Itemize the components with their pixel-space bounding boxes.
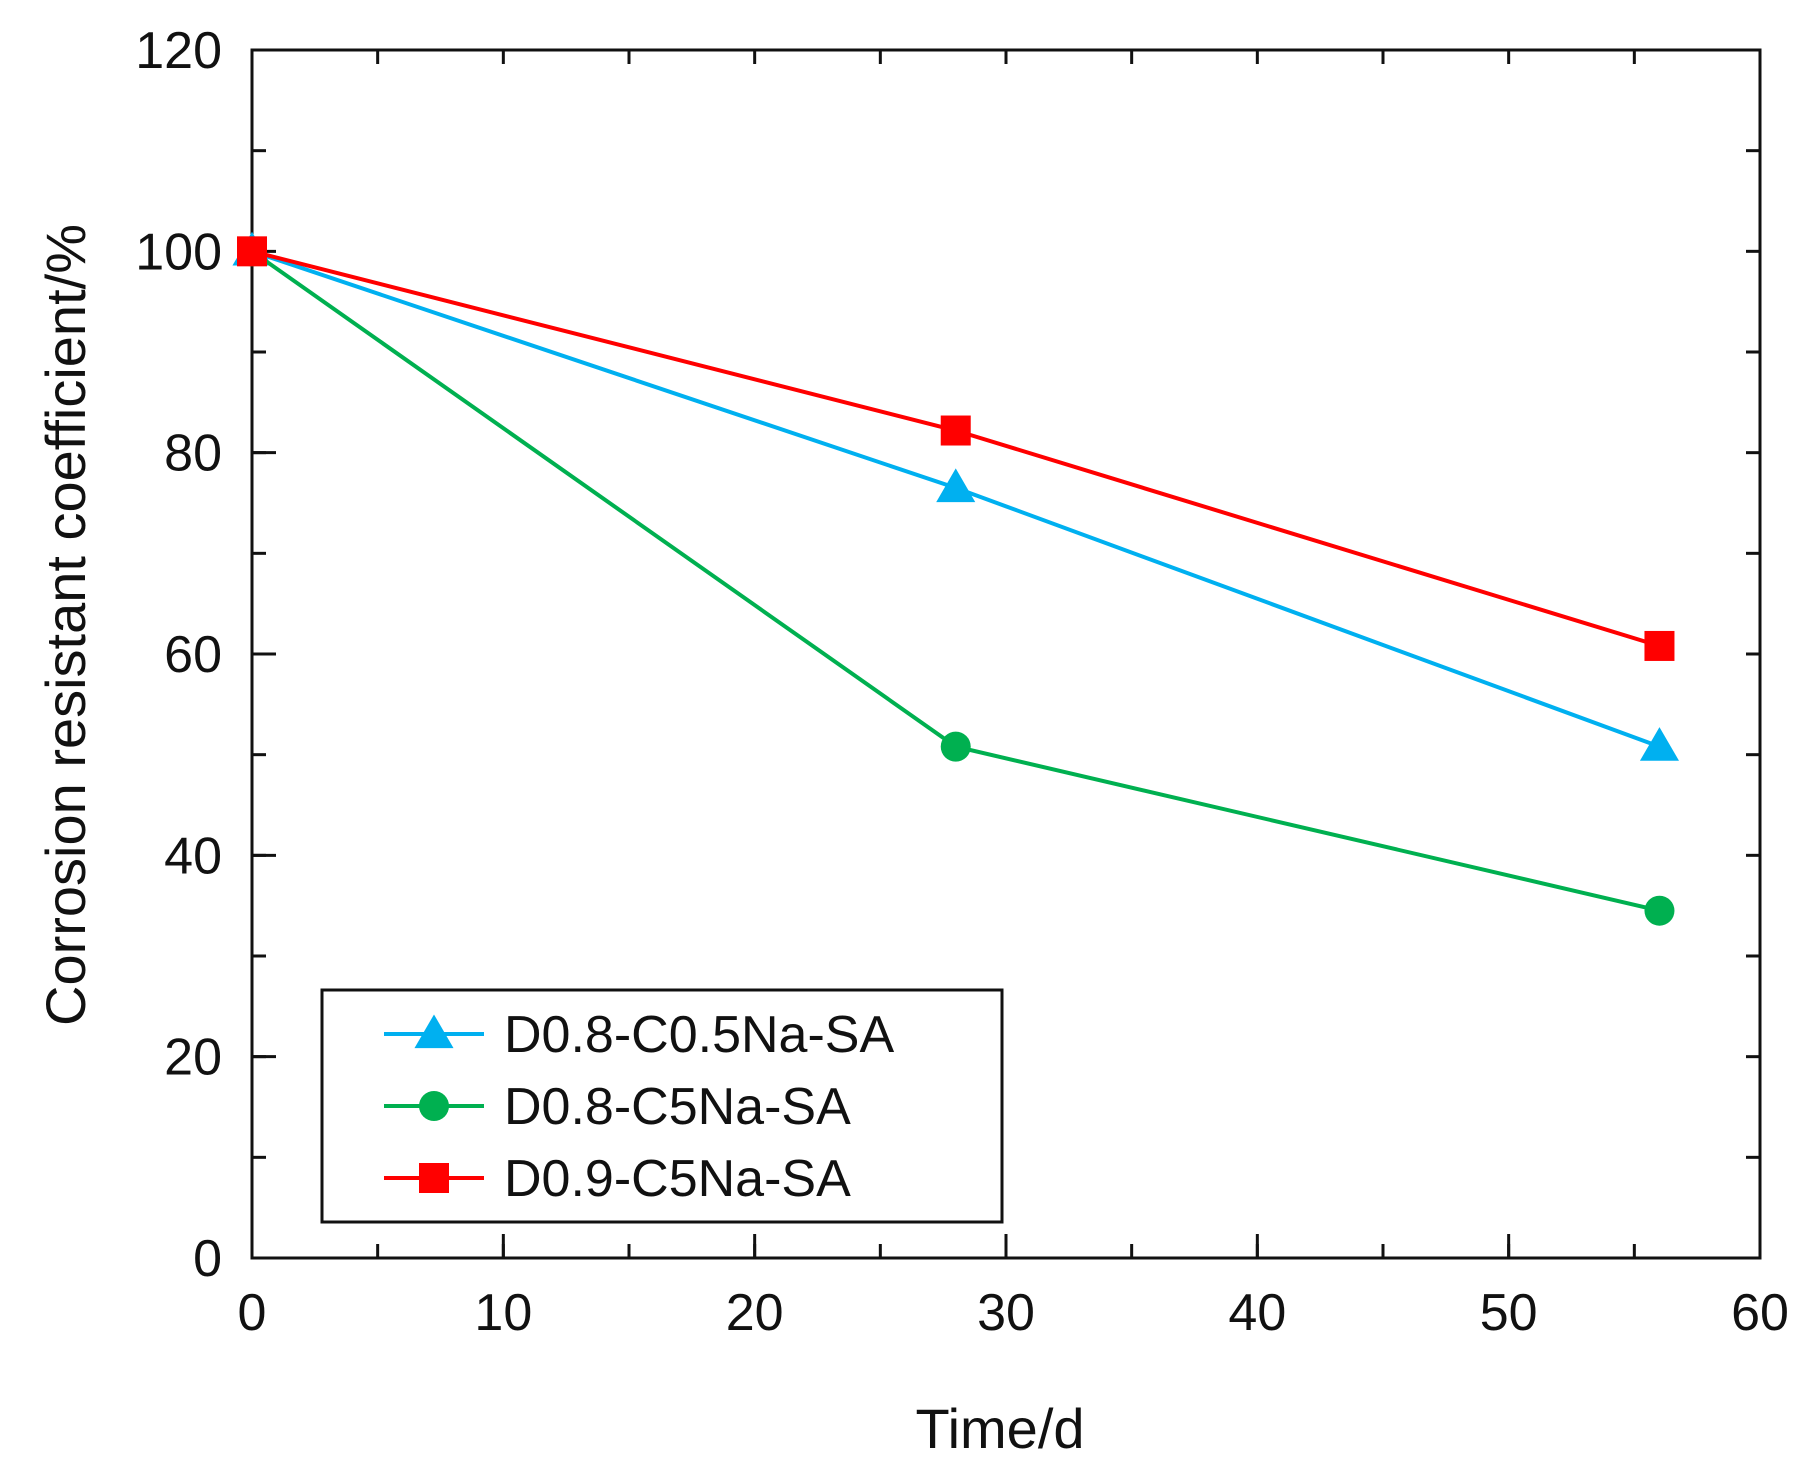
y-tick-label: 0 [193, 1230, 222, 1288]
data-point [1644, 630, 1675, 661]
legend-entry: D0.8-C0.5Na-SA [384, 1006, 894, 1064]
series-triangle [232, 231, 1679, 761]
y-tick-label: 120 [135, 22, 222, 80]
data-point [1644, 895, 1675, 926]
y-tick-label: 60 [164, 626, 222, 684]
x-tick-label: 30 [977, 1284, 1035, 1342]
x-tick-label: 0 [238, 1284, 267, 1342]
legend-marker [414, 1014, 454, 1049]
y-tick-label: 40 [164, 827, 222, 885]
legend-marker [419, 1091, 449, 1121]
y-tick-label: 80 [164, 425, 222, 483]
legend-entry: D0.8-C5Na-SA [384, 1078, 851, 1136]
legend: D0.8-C0.5Na-SA D0.8-C5Na-SA D0.9-C5Na-SA [320, 988, 1004, 1224]
x-tick-label: 60 [1731, 1284, 1789, 1342]
y-tick-label: 20 [164, 1029, 222, 1087]
x-tick-label: 10 [474, 1284, 532, 1342]
y-axis-title: Corrosion resistant coefficient/% [34, 224, 97, 1026]
data-point [1639, 727, 1679, 761]
series-circle [237, 236, 1675, 926]
axes: 0 10 20 30 40 50 60 0 20 40 60 80 100 120 [135, 22, 1789, 1342]
series-square [237, 236, 1675, 661]
x-axis-title: Time/d [915, 1397, 1084, 1460]
legend-marker [419, 1163, 449, 1193]
legend-label: D0.9-C5Na-SA [504, 1150, 851, 1208]
x-tick-label: 20 [726, 1284, 784, 1342]
series-line [251, 249, 1661, 648]
legend-label: D0.8-C0.5Na-SA [504, 1006, 894, 1064]
x-tick-label: 50 [1480, 1284, 1538, 1342]
series-layer [232, 231, 1679, 926]
legend-label: D0.8-C5Na-SA [504, 1078, 851, 1136]
data-point [940, 731, 971, 762]
data-point [237, 236, 267, 267]
x-tick-label: 40 [1228, 1284, 1286, 1342]
y-tick-label: 100 [135, 223, 222, 281]
data-point [940, 415, 971, 446]
data-point [936, 468, 976, 503]
legend-entry: D0.9-C5Na-SA [384, 1150, 851, 1208]
